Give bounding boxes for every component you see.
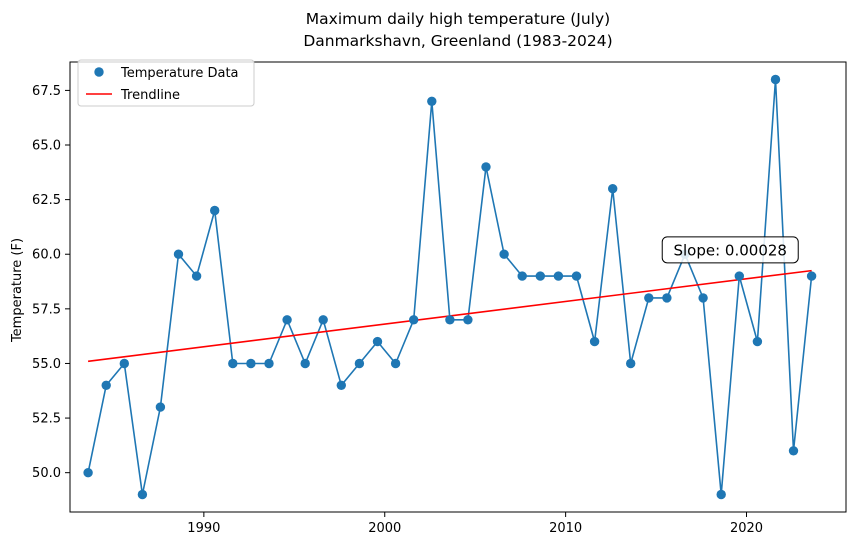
data-point bbox=[608, 184, 618, 194]
data-point bbox=[770, 74, 781, 85]
data-point bbox=[264, 358, 274, 369]
data-point bbox=[155, 402, 166, 412]
data-point bbox=[210, 205, 220, 216]
data-point bbox=[83, 468, 93, 478]
data-point bbox=[698, 293, 708, 303]
data-point bbox=[119, 358, 129, 369]
data-point bbox=[409, 315, 419, 325]
legend-box bbox=[77, 59, 255, 107]
data-point bbox=[535, 271, 545, 281]
data-point bbox=[481, 162, 491, 172]
data-point bbox=[517, 271, 527, 281]
x-tick-label: 2010 bbox=[549, 521, 582, 536]
data-point bbox=[336, 380, 346, 390]
data-point bbox=[788, 446, 799, 456]
data-point bbox=[390, 358, 401, 369]
data-point bbox=[300, 358, 310, 369]
y-tick-label: 55.0 bbox=[32, 357, 61, 372]
x-tick-label: 2000 bbox=[368, 521, 401, 536]
data-point bbox=[191, 271, 202, 281]
plot-frame bbox=[69, 61, 847, 513]
legend: Temperature Data Trendline bbox=[77, 59, 255, 107]
data-point bbox=[137, 489, 148, 500]
data-point bbox=[101, 380, 111, 390]
legend-label-trendline: Trendline bbox=[120, 88, 180, 103]
chart-title: Maximum daily high temperature (July) bbox=[306, 10, 610, 28]
data-point bbox=[282, 315, 292, 325]
y-tick-label: 62.5 bbox=[32, 193, 61, 208]
data-point bbox=[716, 489, 726, 500]
plot-area: 50.0 52.5 55.0 57.5 60.0 62.5 65.0 67.5 1990 2000… bbox=[32, 61, 847, 536]
y-axis-label-group: Temperature (F) bbox=[10, 238, 25, 343]
data-point bbox=[427, 96, 437, 107]
y-axis-label: Temperature (F) bbox=[10, 238, 25, 343]
slope-annotation: Slope: 0.00028 bbox=[661, 236, 799, 264]
data-point bbox=[644, 293, 654, 303]
chart-subtitle: Danmarkshavn, Greenland (1983-2024) bbox=[303, 32, 612, 50]
y-tick-label: 60.0 bbox=[32, 248, 61, 263]
data-point bbox=[246, 358, 256, 369]
data-point bbox=[228, 358, 238, 369]
y-tick-label: 52.5 bbox=[32, 412, 61, 427]
y-tick-label: 50.0 bbox=[32, 466, 61, 481]
data-point bbox=[662, 293, 672, 303]
y-tick-label: 67.5 bbox=[32, 84, 61, 99]
data-point bbox=[589, 336, 600, 347]
legend-marker-temperature bbox=[94, 67, 104, 77]
data-point bbox=[553, 271, 564, 281]
data-point bbox=[173, 249, 184, 259]
legend-label-temperature: Temperature Data bbox=[120, 66, 239, 81]
temperature-markers bbox=[83, 74, 817, 500]
data-point bbox=[499, 249, 509, 259]
chart-title-group: Maximum daily high temperature (July) Da… bbox=[303, 10, 612, 50]
data-point bbox=[626, 358, 636, 369]
x-tick-label: 1990 bbox=[187, 521, 220, 536]
y-tick-label: 57.5 bbox=[32, 302, 61, 317]
data-point bbox=[734, 271, 744, 281]
y-tick-label: 65.0 bbox=[32, 139, 61, 154]
data-point bbox=[354, 358, 365, 369]
temperature-line bbox=[87, 79, 813, 495]
data-point bbox=[463, 315, 473, 325]
data-point bbox=[372, 336, 383, 347]
annotation-text: Slope: 0.00028 bbox=[673, 241, 786, 259]
annotation-box bbox=[661, 236, 799, 264]
data-point bbox=[445, 315, 455, 325]
data-point bbox=[571, 271, 582, 281]
x-ticks: 1990 2000 2010 2020 bbox=[187, 512, 763, 536]
x-tick-label: 2020 bbox=[730, 521, 763, 536]
data-point bbox=[806, 271, 817, 281]
y-ticks: 50.0 52.5 55.0 57.5 60.0 62.5 65.0 67.5 bbox=[32, 84, 70, 481]
data-point bbox=[318, 315, 328, 325]
data-point bbox=[752, 336, 763, 347]
